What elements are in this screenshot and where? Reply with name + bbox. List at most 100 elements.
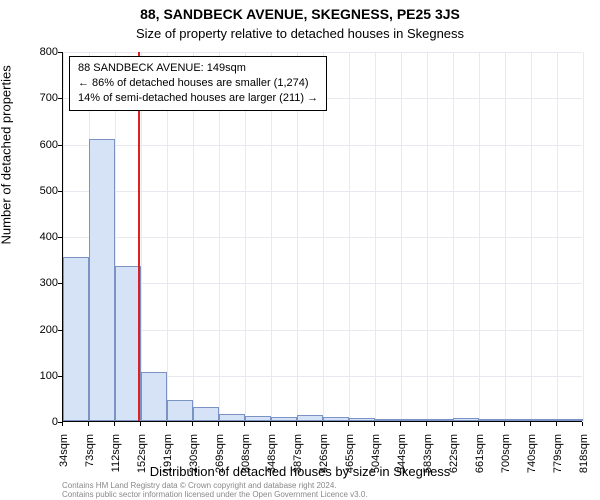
- x-tick-label: 544sqm: [396, 434, 408, 484]
- grid-line-v: [479, 52, 480, 421]
- x-tick-label: 426sqm: [318, 434, 330, 484]
- info-box-line3: 14% of semi-detached houses are larger (…: [78, 91, 318, 106]
- x-tick-label: 73sqm: [84, 434, 96, 484]
- grid-line-v: [375, 52, 376, 421]
- x-tick-mark: [348, 422, 349, 426]
- grid-line-v: [453, 52, 454, 421]
- info-box: 88 SANDBECK AVENUE: 149sqm← 86% of detac…: [69, 56, 327, 111]
- x-tick-label: 387sqm: [292, 434, 304, 484]
- y-tick-mark: [58, 52, 62, 53]
- histogram-bar: [63, 257, 89, 421]
- x-tick-mark: [530, 422, 531, 426]
- y-tick-label: 800: [30, 46, 58, 58]
- x-tick-mark: [322, 422, 323, 426]
- x-tick-mark: [62, 422, 63, 426]
- y-tick-mark: [58, 237, 62, 238]
- x-tick-label: 465sqm: [344, 434, 356, 484]
- x-tick-label: 818sqm: [578, 434, 590, 484]
- x-tick-mark: [556, 422, 557, 426]
- x-tick-mark: [192, 422, 193, 426]
- x-tick-mark: [582, 422, 583, 426]
- histogram-bar: [375, 419, 401, 421]
- y-tick-label: 500: [30, 185, 58, 197]
- grid-line-v: [427, 52, 428, 421]
- histogram-bar: [89, 139, 115, 421]
- x-tick-label: 622sqm: [448, 434, 460, 484]
- y-tick-mark: [58, 283, 62, 284]
- grid-line-v: [505, 52, 506, 421]
- histogram-bar: [193, 407, 219, 421]
- y-tick-mark: [58, 330, 62, 331]
- x-tick-mark: [218, 422, 219, 426]
- grid-line-v: [401, 52, 402, 421]
- x-tick-mark: [374, 422, 375, 426]
- y-tick-label: 100: [30, 370, 58, 382]
- histogram-bar: [245, 416, 271, 421]
- x-tick-label: 34sqm: [58, 434, 70, 484]
- info-box-line2: ← 86% of detached houses are smaller (1,…: [78, 76, 318, 91]
- x-tick-mark: [426, 422, 427, 426]
- histogram-bar: [219, 414, 245, 421]
- plot-area: 88 SANDBECK AVENUE: 149sqm← 86% of detac…: [62, 52, 582, 422]
- x-tick-label: 504sqm: [370, 434, 382, 484]
- x-tick-mark: [400, 422, 401, 426]
- x-tick-label: 583sqm: [422, 434, 434, 484]
- x-tick-label: 230sqm: [188, 434, 200, 484]
- x-tick-mark: [504, 422, 505, 426]
- y-tick-label: 200: [30, 324, 58, 336]
- histogram-bar: [531, 419, 557, 421]
- x-tick-label: 152sqm: [136, 434, 148, 484]
- y-tick-label: 600: [30, 139, 58, 151]
- histogram-bar: [401, 419, 427, 421]
- x-tick-mark: [88, 422, 89, 426]
- grid-line-v: [531, 52, 532, 421]
- chart-title-sub: Size of property relative to detached ho…: [0, 26, 600, 41]
- histogram-bar: [141, 372, 167, 421]
- grid-line-v: [557, 52, 558, 421]
- grid-line-v: [583, 52, 584, 421]
- grid-line-v: [349, 52, 350, 421]
- y-tick-label: 0: [30, 416, 58, 428]
- info-box-line1: 88 SANDBECK AVENUE: 149sqm: [78, 61, 318, 76]
- x-tick-mark: [452, 422, 453, 426]
- x-tick-label: 308sqm: [240, 434, 252, 484]
- histogram-bar: [349, 418, 375, 421]
- x-tick-mark: [478, 422, 479, 426]
- x-tick-label: 112sqm: [110, 434, 122, 484]
- x-tick-label: 661sqm: [474, 434, 486, 484]
- x-tick-label: 191sqm: [162, 434, 174, 484]
- histogram-bar: [167, 400, 193, 421]
- x-tick-label: 269sqm: [214, 434, 226, 484]
- x-tick-mark: [244, 422, 245, 426]
- x-tick-mark: [140, 422, 141, 426]
- y-tick-label: 300: [30, 277, 58, 289]
- histogram-bar: [115, 266, 141, 421]
- y-tick-mark: [58, 191, 62, 192]
- histogram-bar: [297, 415, 323, 421]
- x-tick-label: 779sqm: [552, 434, 564, 484]
- histogram-bar: [271, 417, 297, 421]
- histogram-bar: [453, 418, 479, 421]
- x-tick-label: 740sqm: [526, 434, 538, 484]
- chart-container: 88, SANDBECK AVENUE, SKEGNESS, PE25 3JS …: [0, 0, 600, 500]
- footer-attribution: Contains HM Land Registry data © Crown c…: [62, 482, 368, 500]
- y-tick-label: 400: [30, 231, 58, 243]
- x-tick-mark: [114, 422, 115, 426]
- x-tick-label: 348sqm: [266, 434, 278, 484]
- x-tick-mark: [270, 422, 271, 426]
- x-tick-label: 700sqm: [500, 434, 512, 484]
- y-axis-label: Number of detached properties: [0, 65, 14, 244]
- y-tick-label: 700: [30, 92, 58, 104]
- histogram-bar: [323, 417, 349, 421]
- histogram-bar: [557, 419, 583, 421]
- x-tick-mark: [296, 422, 297, 426]
- y-tick-mark: [58, 145, 62, 146]
- histogram-bar: [427, 419, 453, 421]
- y-tick-mark: [58, 376, 62, 377]
- y-tick-mark: [58, 98, 62, 99]
- histogram-bar: [505, 419, 531, 421]
- histogram-bar: [479, 419, 505, 421]
- chart-title-main: 88, SANDBECK AVENUE, SKEGNESS, PE25 3JS: [0, 6, 600, 22]
- x-tick-mark: [166, 422, 167, 426]
- footer-line2: Contains public sector information licen…: [62, 491, 368, 500]
